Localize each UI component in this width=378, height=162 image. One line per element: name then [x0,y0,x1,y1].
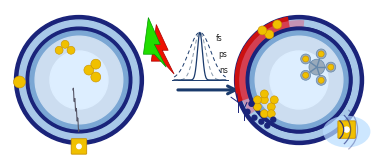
Circle shape [260,90,268,98]
Circle shape [252,115,257,120]
Circle shape [326,62,336,72]
Circle shape [246,27,352,133]
Circle shape [344,127,349,132]
Circle shape [19,20,139,140]
Circle shape [258,26,267,35]
Circle shape [270,51,328,109]
Circle shape [253,103,261,111]
Circle shape [255,36,343,124]
Circle shape [253,96,261,104]
Circle shape [255,36,343,124]
Circle shape [61,40,69,48]
Circle shape [249,101,254,106]
Circle shape [267,110,275,118]
Circle shape [265,123,270,128]
Circle shape [14,76,25,88]
Circle shape [259,119,264,124]
Circle shape [84,65,94,75]
Circle shape [328,64,334,70]
Polygon shape [143,17,166,67]
Circle shape [267,103,275,111]
Circle shape [30,31,128,129]
Polygon shape [151,24,174,74]
FancyBboxPatch shape [338,121,355,138]
Circle shape [260,110,268,118]
Text: fs: fs [216,34,223,43]
Circle shape [301,70,311,80]
Circle shape [260,96,268,104]
Circle shape [250,31,348,129]
Circle shape [273,20,282,29]
Circle shape [318,51,324,57]
Circle shape [91,72,101,82]
Circle shape [250,31,348,129]
Circle shape [55,46,63,54]
Circle shape [318,77,324,83]
Text: ns: ns [220,66,229,75]
Circle shape [316,75,326,85]
Wedge shape [239,20,304,114]
Circle shape [239,20,359,140]
Circle shape [270,96,278,104]
Circle shape [303,56,309,62]
Circle shape [309,59,325,75]
Circle shape [235,16,364,145]
Circle shape [265,30,274,39]
Circle shape [14,16,143,145]
Circle shape [245,109,250,114]
Circle shape [67,46,75,54]
Circle shape [246,27,352,133]
Circle shape [35,36,123,124]
Circle shape [91,59,101,69]
Circle shape [270,51,328,109]
Circle shape [50,51,108,109]
Circle shape [303,72,309,78]
Text: ps: ps [218,50,227,59]
Circle shape [271,117,276,122]
Circle shape [26,27,132,133]
Wedge shape [235,17,299,102]
Circle shape [316,49,326,59]
Ellipse shape [323,116,370,147]
FancyBboxPatch shape [71,139,87,154]
Circle shape [77,144,81,149]
Circle shape [301,54,311,64]
